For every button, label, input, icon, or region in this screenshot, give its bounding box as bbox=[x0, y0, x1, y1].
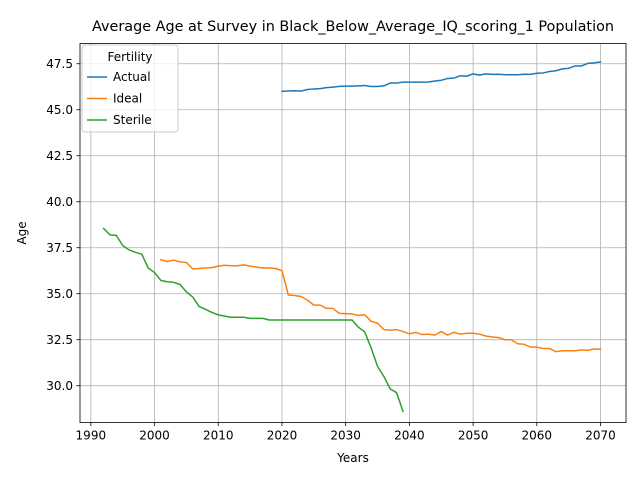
legend-title: Fertility bbox=[107, 50, 152, 64]
y-tick-label: 47.5 bbox=[46, 57, 73, 71]
y-tick-label: 40.0 bbox=[46, 195, 73, 209]
x-tick-label: 1990 bbox=[76, 429, 107, 443]
x-axis-label: Years bbox=[336, 451, 369, 465]
y-tick-label: 30.0 bbox=[46, 379, 73, 393]
y-tick-label: 35.0 bbox=[46, 287, 73, 301]
x-tick-label: 2040 bbox=[394, 429, 425, 443]
series-layer bbox=[102, 61, 602, 413]
x-tick-label: 2020 bbox=[267, 429, 298, 443]
plot-frame bbox=[79, 43, 627, 423]
x-tick-label: 2030 bbox=[330, 429, 361, 443]
y-tick-label: 42.5 bbox=[46, 149, 73, 163]
y-tick-label: 37.5 bbox=[46, 241, 73, 255]
x-axis-ticks: 1990 2000 2010 2020 2030 2040 2050 2060 2070 bbox=[76, 422, 616, 443]
legend-label-ideal: Ideal bbox=[113, 92, 142, 106]
legend-frame bbox=[81, 44, 179, 133]
series-line-ideal bbox=[159, 258, 602, 353]
x-tick-label: 2070 bbox=[585, 429, 616, 443]
legend-label-actual: Actual bbox=[113, 70, 151, 84]
legend: Fertility Actual Ideal Sterile bbox=[81, 44, 179, 133]
grid bbox=[80, 43, 626, 423]
chart-title: Average Age at Survey in Black_Below_Ave… bbox=[92, 19, 614, 35]
y-axis-ticks: 30.0 32.5 35.0 37.5 40.0 42.5 45.0 47.5 bbox=[46, 57, 80, 393]
y-axis-label: Age bbox=[15, 221, 29, 244]
y-tick-label: 32.5 bbox=[46, 333, 73, 347]
x-tick-label: 2000 bbox=[139, 429, 170, 443]
x-tick-label: 2060 bbox=[522, 429, 553, 443]
series-line-actual bbox=[281, 61, 602, 93]
x-tick-label: 2010 bbox=[203, 429, 234, 443]
y-tick-label: 45.0 bbox=[46, 103, 73, 117]
legend-label-sterile: Sterile bbox=[113, 113, 152, 127]
series-line-sterile bbox=[102, 227, 404, 413]
x-tick-label: 2050 bbox=[458, 429, 489, 443]
